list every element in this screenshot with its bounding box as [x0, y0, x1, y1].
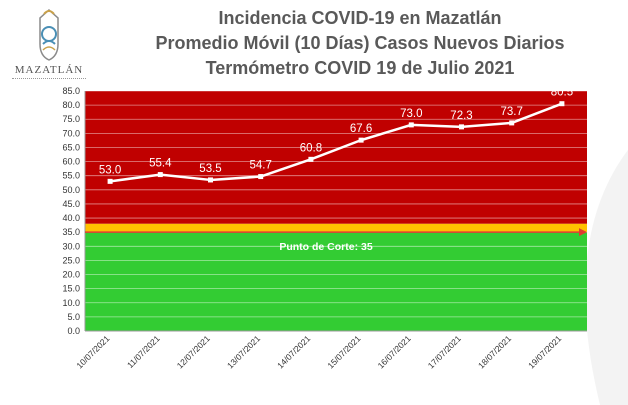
chart-title-block: Incidencia COVID-19 en Mazatlán Promedio… [100, 6, 620, 81]
y-tick-label: 10.0 [62, 298, 80, 308]
y-tick-label: 85.0 [62, 86, 80, 96]
mazatlan-logo: MAZATLÁN [6, 4, 92, 88]
threshold-label: Punto de Corte: 35 [279, 241, 373, 253]
data-point [208, 177, 213, 183]
x-tick-label: 11/07/2021 [125, 333, 162, 370]
data-point [258, 174, 264, 180]
x-tick-label: 14/07/2021 [275, 333, 312, 370]
data-label: 54.7 [250, 160, 272, 172]
data-label: 53.0 [99, 164, 121, 176]
y-tick-label: 60.0 [62, 157, 80, 167]
logo-text: MAZATLÁN [14, 64, 84, 76]
data-label: 73.0 [400, 108, 422, 120]
data-label: 73.7 [501, 106, 523, 118]
x-tick-label: 10/07/2021 [74, 333, 111, 370]
y-tick-label: 40.0 [62, 213, 80, 223]
x-tick-label: 16/07/2021 [376, 333, 413, 370]
y-tick-label: 20.0 [62, 270, 80, 280]
logo-underline [12, 78, 86, 80]
y-tick-label: 15.0 [62, 284, 80, 294]
y-tick-label: 5.0 [67, 312, 80, 322]
data-point [459, 124, 464, 130]
data-point [559, 101, 565, 107]
x-tick-label: 18/07/2021 [476, 333, 513, 370]
title-line-2: Promedio Móvil (10 Días) Casos Nuevos Di… [155, 33, 565, 53]
y-tick-label: 50.0 [62, 185, 80, 195]
zone-band-yellow [85, 223, 587, 233]
y-tick-label: 70.0 [62, 128, 80, 138]
data-point [308, 156, 314, 162]
y-tick-label: 30.0 [62, 241, 80, 251]
data-point [509, 120, 515, 126]
x-tick-label: 13/07/2021 [225, 333, 262, 370]
data-label: 60.8 [300, 142, 322, 154]
seal-icon [39, 8, 59, 61]
y-tick-label: 45.0 [62, 199, 80, 209]
y-tick-label: 25.0 [62, 255, 80, 265]
x-tick-label: 12/07/2021 [175, 333, 212, 370]
x-tick-label: 17/07/2021 [426, 333, 463, 370]
data-label: 67.6 [350, 123, 372, 135]
x-tick-label: 15/07/2021 [325, 333, 362, 370]
y-tick-label: 80.0 [62, 100, 80, 110]
y-tick-label: 75.0 [62, 114, 80, 124]
title-line-1: Incidencia COVID-19 en Mazatlán [218, 8, 502, 28]
title-line-3: Termómetro COVID 19 de Julio 2021 [205, 58, 515, 78]
zone-band-red [85, 91, 587, 224]
y-tick-label: 0.0 [67, 326, 80, 336]
data-point [157, 172, 163, 178]
data-label: 72.3 [450, 110, 472, 122]
y-tick-label: 55.0 [62, 171, 80, 181]
y-tick-label: 35.0 [62, 227, 80, 237]
threshold-arrow-icon [579, 228, 587, 237]
x-tick-label: 19/07/2021 [526, 333, 563, 370]
zone-band-green [85, 232, 587, 331]
data-label: 55.4 [149, 158, 172, 170]
data-point [358, 137, 364, 143]
data-label: 80.5 [551, 87, 573, 99]
data-point [107, 178, 113, 184]
series-line [109, 102, 563, 183]
data-label: 53.5 [199, 163, 221, 175]
data-point [408, 122, 414, 128]
y-tick-label: 65.0 [62, 142, 80, 152]
